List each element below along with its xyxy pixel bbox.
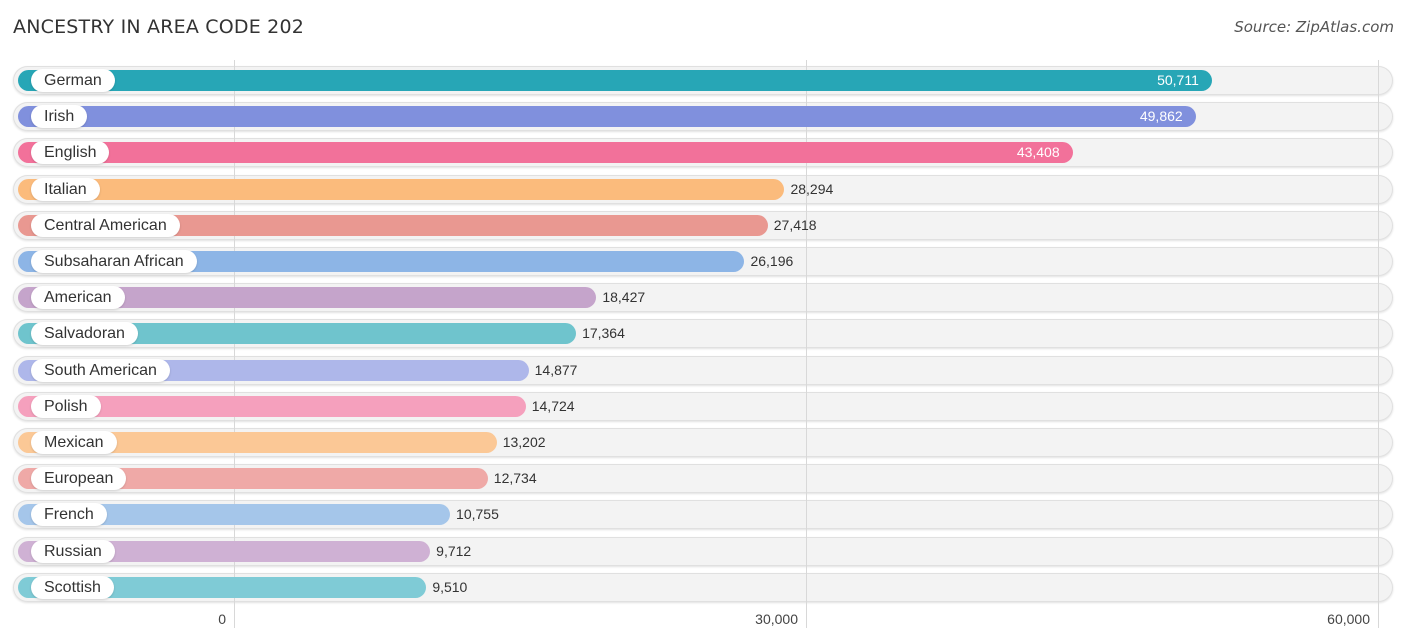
value-label: 28,294 [790,180,834,197]
category-label: French [31,503,107,527]
value-label: 43,408 [1016,144,1060,161]
bar-mexican[interactable] [18,432,497,453]
bar-french[interactable] [18,504,451,526]
value-label: 14,724 [531,397,575,414]
category-label: Irish [31,105,88,129]
value-label: 13,202 [502,434,546,450]
chart-title: ANCESTRY IN AREA CODE 202 [13,16,305,38]
bar-italian[interactable] [18,178,785,200]
category-label: Russian [31,539,115,563]
x-tick-label: 60,000 [1327,611,1370,627]
bar-english[interactable] [18,142,1073,164]
category-label: Subsaharan African [31,250,197,273]
value-label: 9,510 [432,578,468,595]
value-label: 27,418 [773,216,817,233]
x-tick-label: 30,000 [755,611,798,627]
value-label: 9,712 [436,542,472,559]
bar-polish[interactable] [18,395,526,417]
category-label: Central American [31,213,180,237]
value-label: 14,877 [534,361,578,378]
value-label: 50,711 [1157,72,1199,88]
category-label: Mexican [31,431,117,454]
category-label: Polish [31,394,101,418]
category-label: American [31,286,125,310]
source-label: Source: ZipAtlas.com [1234,18,1394,36]
value-label: 12,734 [493,470,537,487]
category-label: Salvadoran [31,322,138,346]
x-tick-label: 0 [218,611,226,627]
value-label: 17,364 [582,325,625,342]
bar-russian[interactable] [18,540,431,562]
bar-subsaharan-african[interactable] [18,251,745,272]
gridline [1378,60,1379,628]
bar-salvadoran[interactable] [18,323,577,345]
category-label: South American [31,358,170,382]
value-label: 26,196 [750,253,794,269]
category-label: English [31,141,110,165]
value-label: 49,862 [1139,108,1183,125]
value-label: 10,755 [456,506,499,523]
bar-american[interactable] [18,287,597,309]
bar-european[interactable] [18,468,488,490]
category-label: Scottish [31,575,114,599]
category-label: European [31,467,127,491]
gridline [806,60,807,628]
category-label: Italian [31,177,100,201]
bar-irish[interactable] [18,106,1196,128]
bar-central-american[interactable] [18,214,768,236]
category-label: German [31,69,115,92]
bar-german[interactable] [18,70,1212,91]
value-label: 18,427 [602,289,646,306]
bar-scottish[interactable] [18,576,427,598]
